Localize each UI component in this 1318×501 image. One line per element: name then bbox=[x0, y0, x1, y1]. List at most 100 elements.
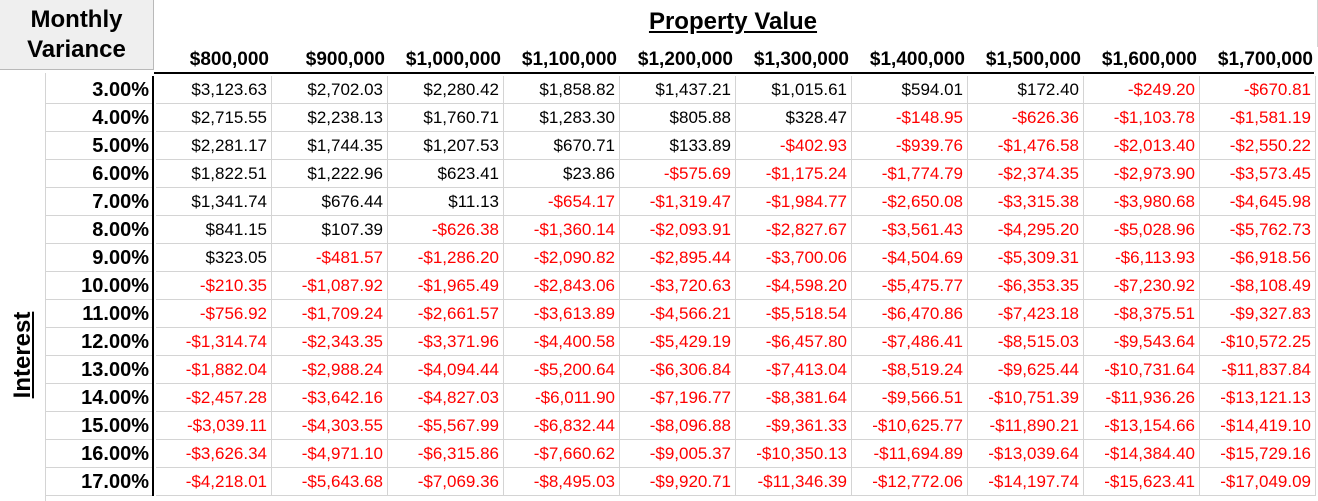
variance-cell[interactable]: -$6,457.80 bbox=[736, 328, 852, 356]
variance-cell[interactable]: -$3,720.63 bbox=[620, 272, 736, 300]
variance-cell[interactable]: -$2,090.82 bbox=[504, 244, 620, 272]
variance-cell[interactable]: -$7,423.18 bbox=[968, 300, 1084, 328]
variance-cell[interactable]: $1,437.21 bbox=[620, 76, 736, 104]
variance-cell[interactable]: -$1,103.78 bbox=[1084, 104, 1200, 132]
variance-cell[interactable]: -$6,470.86 bbox=[852, 300, 968, 328]
variance-cell[interactable]: -$575.69 bbox=[620, 160, 736, 188]
corner-header-cell[interactable]: Monthly Variance bbox=[0, 0, 154, 70]
variance-cell[interactable]: -$14,419.10 bbox=[1200, 412, 1316, 440]
variance-cell[interactable]: -$210.35 bbox=[156, 272, 272, 300]
variance-cell[interactable]: -$148.95 bbox=[852, 104, 968, 132]
variance-cell[interactable]: -$8,495.03 bbox=[504, 468, 620, 496]
property-value-header[interactable]: $1,500,000 bbox=[985, 49, 1081, 70]
variance-cell[interactable]: $623.41 bbox=[388, 160, 504, 188]
variance-cell[interactable]: -$2,895.44 bbox=[620, 244, 736, 272]
variance-cell[interactable]: -$756.92 bbox=[156, 300, 272, 328]
variance-cell[interactable]: -$9,920.71 bbox=[620, 468, 736, 496]
variance-cell[interactable]: -$5,429.19 bbox=[620, 328, 736, 356]
variance-cell[interactable]: -$8,096.88 bbox=[620, 412, 736, 440]
variance-cell[interactable]: -$4,827.03 bbox=[388, 384, 504, 412]
variance-cell[interactable]: -$9,005.37 bbox=[620, 440, 736, 468]
variance-cell[interactable]: -$10,572.25 bbox=[1200, 328, 1316, 356]
property-value-header[interactable]: $1,400,000 bbox=[869, 49, 965, 70]
variance-cell[interactable]: -$11,837.84 bbox=[1200, 356, 1316, 384]
variance-cell[interactable]: -$4,303.55 bbox=[272, 412, 388, 440]
variance-cell[interactable]: -$5,518.54 bbox=[736, 300, 852, 328]
variance-cell[interactable]: -$8,515.03 bbox=[968, 328, 1084, 356]
variance-cell[interactable]: $11.13 bbox=[388, 188, 504, 216]
variance-cell[interactable]: -$9,566.51 bbox=[852, 384, 968, 412]
variance-cell[interactable]: -$5,567.99 bbox=[388, 412, 504, 440]
interest-rate-cell[interactable]: 13.00% bbox=[46, 356, 152, 384]
variance-cell[interactable]: -$6,353.35 bbox=[968, 272, 1084, 300]
variance-cell[interactable]: -$7,660.62 bbox=[504, 440, 620, 468]
property-value-title[interactable]: Property Value bbox=[648, 8, 818, 35]
variance-cell[interactable]: -$1,286.20 bbox=[388, 244, 504, 272]
variance-cell[interactable]: $1,207.53 bbox=[388, 132, 504, 160]
variance-cell[interactable]: $2,281.17 bbox=[156, 132, 272, 160]
variance-cell[interactable]: -$670.81 bbox=[1200, 76, 1316, 104]
variance-cell[interactable]: -$3,371.96 bbox=[388, 328, 504, 356]
variance-cell[interactable]: -$1,882.04 bbox=[156, 356, 272, 384]
interest-rate-cell[interactable]: 15.00% bbox=[46, 412, 152, 440]
interest-rate-cell[interactable]: 17.00% bbox=[46, 468, 152, 496]
variance-cell[interactable]: -$8,375.51 bbox=[1084, 300, 1200, 328]
variance-cell[interactable]: $805.88 bbox=[620, 104, 736, 132]
interest-rate-cell[interactable]: 9.00% bbox=[46, 244, 152, 272]
variance-cell[interactable]: -$626.36 bbox=[968, 104, 1084, 132]
interest-rate-cell[interactable]: 4.00% bbox=[46, 104, 152, 132]
variance-cell[interactable]: $23.86 bbox=[504, 160, 620, 188]
variance-cell[interactable]: $2,715.55 bbox=[156, 104, 272, 132]
interest-rate-cell[interactable]: 6.00% bbox=[46, 160, 152, 188]
variance-cell[interactable]: -$3,642.16 bbox=[272, 384, 388, 412]
variance-cell[interactable]: -$2,650.08 bbox=[852, 188, 968, 216]
variance-cell[interactable]: -$3,039.11 bbox=[156, 412, 272, 440]
variance-cell[interactable]: -$4,400.58 bbox=[504, 328, 620, 356]
variance-cell[interactable]: -$14,197.74 bbox=[968, 468, 1084, 496]
variance-cell[interactable]: -$6,918.56 bbox=[1200, 244, 1316, 272]
variance-cell[interactable]: -$8,519.24 bbox=[852, 356, 968, 384]
variance-cell[interactable]: -$9,361.33 bbox=[736, 412, 852, 440]
variance-cell[interactable]: $2,238.13 bbox=[272, 104, 388, 132]
variance-cell[interactable]: -$5,475.77 bbox=[852, 272, 968, 300]
variance-cell[interactable]: -$2,343.35 bbox=[272, 328, 388, 356]
variance-cell[interactable]: -$4,645.98 bbox=[1200, 188, 1316, 216]
variance-cell[interactable]: -$939.76 bbox=[852, 132, 968, 160]
interest-rate-cell[interactable]: 5.00% bbox=[46, 132, 152, 160]
variance-cell[interactable]: $3,123.63 bbox=[156, 76, 272, 104]
variance-cell[interactable]: -$7,196.77 bbox=[620, 384, 736, 412]
variance-cell[interactable]: -$10,731.64 bbox=[1084, 356, 1200, 384]
variance-cell[interactable]: $328.47 bbox=[736, 104, 852, 132]
variance-cell[interactable]: -$6,832.44 bbox=[504, 412, 620, 440]
variance-cell[interactable]: $2,702.03 bbox=[272, 76, 388, 104]
variance-cell[interactable]: -$2,013.40 bbox=[1084, 132, 1200, 160]
variance-cell[interactable]: -$14,384.40 bbox=[1084, 440, 1200, 468]
variance-cell[interactable]: -$2,988.24 bbox=[272, 356, 388, 384]
variance-cell[interactable]: -$10,350.13 bbox=[736, 440, 852, 468]
variance-cell[interactable]: $1,744.35 bbox=[272, 132, 388, 160]
variance-cell[interactable]: -$1,360.14 bbox=[504, 216, 620, 244]
variance-cell[interactable]: -$1,984.77 bbox=[736, 188, 852, 216]
variance-cell[interactable]: -$6,306.84 bbox=[620, 356, 736, 384]
variance-cell[interactable]: $107.39 bbox=[272, 216, 388, 244]
variance-cell[interactable]: $1,858.82 bbox=[504, 76, 620, 104]
variance-cell[interactable]: -$9,625.44 bbox=[968, 356, 1084, 384]
variance-cell[interactable]: -$13,154.66 bbox=[1084, 412, 1200, 440]
variance-cell[interactable]: -$6,113.93 bbox=[1084, 244, 1200, 272]
variance-cell[interactable]: -$5,028.96 bbox=[1084, 216, 1200, 244]
interest-rate-cell[interactable]: 3.00% bbox=[46, 76, 152, 104]
variance-cell[interactable]: -$12,772.06 bbox=[852, 468, 968, 496]
variance-cell[interactable]: -$3,980.68 bbox=[1084, 188, 1200, 216]
variance-cell[interactable]: -$11,694.89 bbox=[852, 440, 968, 468]
property-value-header[interactable]: $1,600,000 bbox=[1101, 49, 1197, 70]
variance-cell[interactable]: -$11,890.21 bbox=[968, 412, 1084, 440]
variance-cell[interactable]: -$6,315.86 bbox=[388, 440, 504, 468]
variance-cell[interactable]: -$3,700.06 bbox=[736, 244, 852, 272]
variance-cell[interactable]: -$7,486.41 bbox=[852, 328, 968, 356]
variance-cell[interactable]: $323.05 bbox=[156, 244, 272, 272]
variance-cell[interactable]: -$13,121.13 bbox=[1200, 384, 1316, 412]
variance-cell[interactable]: -$3,626.34 bbox=[156, 440, 272, 468]
variance-cell[interactable]: -$7,069.36 bbox=[388, 468, 504, 496]
variance-cell[interactable]: $1,822.51 bbox=[156, 160, 272, 188]
variance-cell[interactable]: -$402.93 bbox=[736, 132, 852, 160]
